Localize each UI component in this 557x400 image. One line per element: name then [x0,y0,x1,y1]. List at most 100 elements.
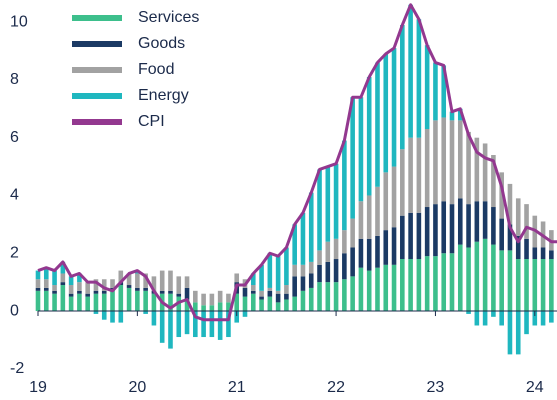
legend-label: CPI [138,113,165,130]
bar-segment [168,270,173,291]
bar-segment [110,279,115,288]
bar-segment [391,48,397,167]
bar-segment [126,273,132,286]
bar-segment [151,293,157,312]
bar-segment [375,235,380,268]
bar-segment [168,290,173,294]
bar-segment [400,259,405,312]
y-tick-label: 6 [10,129,19,146]
bar-segment [85,282,90,294]
bar-segment [217,290,223,303]
x-tick-label: 24 [526,379,544,396]
bar-segment [325,241,331,262]
bar-segment [193,302,198,312]
bar-segment [549,311,554,323]
bar-segment [515,259,521,312]
bar-segment [524,311,529,335]
x-tick-label: 19 [29,379,47,396]
bar-segment [168,293,173,312]
bar-segment [375,186,380,236]
bar-segment [85,293,90,297]
bar-segment [143,290,148,312]
bar-segment [366,77,372,196]
bar-segment [358,267,364,312]
bar-segment [358,238,364,268]
bar-segment [85,296,90,312]
bar-segment [317,264,322,283]
bar-segment [333,282,339,312]
bar-segment [52,293,57,312]
legend-label: Food [138,61,174,78]
bar-segment [275,290,281,294]
bar-segment [35,279,41,288]
bar-segment [515,311,521,355]
bar-segment [284,299,289,312]
bar-segment [532,247,538,260]
bar-segment [52,290,57,294]
bar-segment [35,290,41,312]
bar-segment [457,198,463,245]
bar-segment [391,264,397,312]
bar-segment [457,120,463,199]
bar-segment [259,264,264,291]
bar-segment [292,224,297,265]
bar-segment [383,230,389,265]
bar-segment [184,311,190,335]
bar-segment [267,296,273,312]
bar-segment [515,235,521,260]
bar-segment [250,293,256,312]
bar-segment [267,253,273,288]
bar-segment [499,172,504,219]
bar-segment [308,192,314,262]
bar-segment [457,244,463,312]
bar-segment [433,120,438,205]
bar-segment [350,218,355,248]
bar-segment [325,261,331,283]
bar-segment [292,264,297,277]
bar-segment [52,270,57,286]
bar-segment [366,195,372,239]
bar-segment [77,293,82,312]
bar-segment [474,201,480,242]
bar-segment [60,273,66,283]
bar-segment [259,290,264,297]
bar-segment [292,296,297,312]
bar-segment [449,111,455,121]
bar-segment [292,276,297,297]
bar-segment [93,293,99,312]
bar-segment [143,311,148,314]
bar-segment [342,279,347,312]
bar-segment [110,290,115,312]
bar-segment [193,290,198,303]
bar-segment [77,290,82,294]
bar-segment [35,287,41,291]
bar-segment [267,290,273,297]
cpi-line [37,3,557,322]
bar-segment [507,250,513,312]
bar-segment [416,19,422,138]
bar-segment [383,172,389,231]
bar-segment [491,311,496,317]
bar-segment [77,273,82,283]
bar-segment [68,276,74,286]
bar-segment [118,311,124,323]
bar-segment [242,287,248,297]
bar-segment [151,311,157,326]
bar-segment [507,224,513,251]
bar-segment [143,287,148,291]
bar-segment [524,259,529,312]
bar-segment [259,296,264,300]
x-tick-label: 20 [128,379,146,396]
bar-segment [68,293,74,297]
bar-segment [400,215,405,260]
bar-segment [118,285,124,312]
bar-segment [226,311,231,338]
bar-segment [284,285,289,294]
bar-segment [482,238,488,312]
x-tick-label: 22 [327,379,345,396]
bar-segment [226,293,231,303]
bar-segment [284,293,289,300]
bar-segment [300,290,306,312]
bar-segment [159,290,165,294]
